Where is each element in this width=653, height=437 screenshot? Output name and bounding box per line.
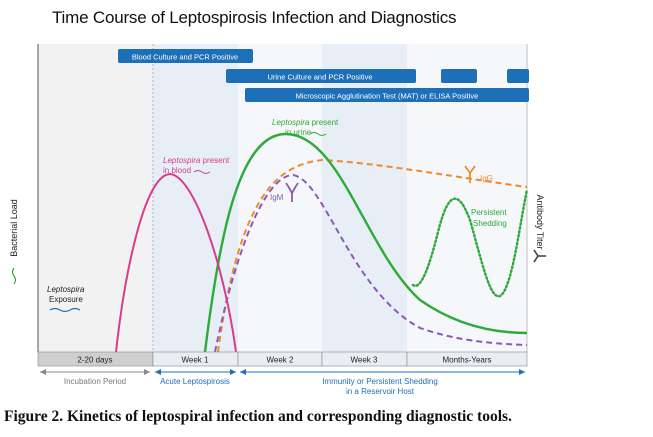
igm-curve <box>214 173 528 353</box>
blood-culture-bar <box>118 49 253 63</box>
igg-curve <box>217 158 528 353</box>
igm-label: IgM <box>270 193 284 202</box>
timeline-label-months: Months-Years <box>442 356 491 365</box>
acute-phase-label: Acute Leptospirosis <box>160 377 230 386</box>
timeline-label-week1: Week 1 <box>182 356 210 365</box>
urine-culture-label: Urine Culture and PCR Positive <box>267 73 372 82</box>
bacteria-icon <box>11 267 17 285</box>
urine-culture-bar-2 <box>441 69 477 83</box>
mat-elisa-bar <box>245 88 529 102</box>
timeline-months-segment <box>406 351 528 367</box>
figure-title: Time Course of Leptospirosis Infection a… <box>52 8 457 27</box>
incubation-panel <box>38 44 153 352</box>
urine-annotation-line1: Leptospira present <box>272 118 339 127</box>
urine-culture-bar-3 <box>507 69 529 83</box>
incubation-phase-label: Incubation Period <box>64 377 126 386</box>
exposure-label-line2: Exposure <box>49 295 83 304</box>
exposure-label-line1: Leptospira <box>47 285 85 294</box>
blood-squiggle-icon <box>193 170 211 174</box>
immunity-phase-label-line1: Immunity or Persistent Shedding <box>322 377 438 386</box>
exposure-squiggle-icon <box>49 307 81 313</box>
bacterial-load-label: Bacterial Load <box>9 199 19 257</box>
shedding-label-line2: Shedding <box>473 219 507 228</box>
blood-curve <box>115 172 237 353</box>
week1-panel <box>153 44 238 352</box>
immunity-phase-label-line2: in a Reservoir Host <box>346 387 415 396</box>
antibody-icon <box>533 249 546 263</box>
timeline-label-incubation: 2-20 days <box>77 356 112 365</box>
urine-curve <box>203 132 528 353</box>
igm-antibody-icon <box>285 182 299 202</box>
urine-annotation-line2: in urine <box>285 128 312 137</box>
blood-culture-label: Blood Culture and PCR Positive <box>132 53 238 62</box>
blood-annotation-line1: Leptospira present <box>163 156 230 165</box>
urine-culture-bar <box>226 69 416 83</box>
timeline-label-week2: Week 2 <box>267 356 295 365</box>
antibody-titer-label: Antibody Titer <box>535 194 545 249</box>
urine-squiggle-icon <box>309 132 327 136</box>
igg-antibody-icon <box>464 165 476 183</box>
timeline-label-week3: Week 3 <box>351 356 379 365</box>
mat-elisa-label: Microscopic Agglutination Test (MAT) or … <box>296 92 479 101</box>
igg-label: IgG <box>480 174 493 183</box>
shedding-label-line1: Persistent <box>471 208 507 217</box>
figure-caption: Figure 2. Kinetics of leptospiral infect… <box>4 408 512 425</box>
blood-annotation-line2: in blood <box>163 166 191 175</box>
shedding-curve <box>411 188 529 298</box>
